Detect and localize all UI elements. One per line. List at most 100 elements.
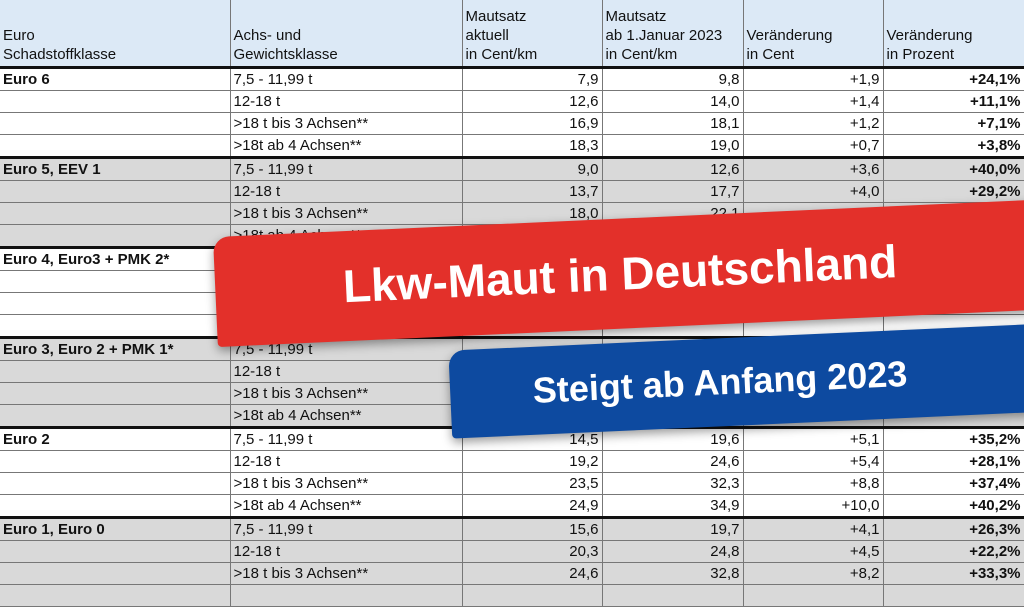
current-rate-cell: 16,9 <box>462 112 603 135</box>
weight-class-cell: 12-18 t <box>230 180 463 203</box>
banner-title: Lkw-Maut in Deutschland <box>341 235 899 313</box>
new-rate-cell: 9,8 <box>602 67 744 91</box>
column-header: Euro Schadstoffklasse <box>0 0 231 69</box>
emission-class-cell <box>0 540 231 563</box>
current-rate-cell: 19,2 <box>462 450 603 473</box>
emission-class-cell <box>0 112 231 135</box>
weight-class-cell: >18 t bis 3 Achsen** <box>230 562 463 585</box>
current-rate-cell: 24,9 <box>462 494 603 518</box>
weight-class-cell: 7,5 - 11,99 t <box>230 426 463 451</box>
column-header-line: in Cent/km <box>605 46 678 63</box>
emission-class-cell <box>0 360 231 383</box>
table-row <box>0 584 1024 607</box>
emission-class-cell: Euro 2 <box>0 426 231 451</box>
table-row: Euro 2 7,5 - 11,99 t 14,5 19,6 +5,1 +35,2% <box>0 426 1024 451</box>
change-cent-cell: +8,2 <box>743 562 884 585</box>
column-header-line: Veränderung <box>746 27 833 44</box>
column-header-line: in Cent <box>746 46 795 63</box>
emission-class-cell: Euro 1, Euro 0 <box>0 516 231 541</box>
emission-class-cell: Euro 6 <box>0 67 231 91</box>
column-header-line: in Cent/km <box>465 46 538 63</box>
new-rate-cell: 19,7 <box>602 516 744 541</box>
new-rate-cell: 17,7 <box>602 180 744 203</box>
current-rate-cell: 12,6 <box>462 90 603 113</box>
table-row: >18 t bis 3 Achsen** 23,5 32,3 +8,8 +37,4% <box>0 472 1024 495</box>
emission-class-cell <box>0 270 231 293</box>
change-cent-cell: +4,1 <box>743 516 884 541</box>
column-header-line: Mautsatz <box>465 8 527 25</box>
table-row: >18t ab 4 Achsen** 18,3 19,0 +0,7 +3,8% <box>0 134 1024 158</box>
new-rate-cell: 14,0 <box>602 90 744 113</box>
change-percent-cell: +22,2% <box>883 540 1024 563</box>
banner-subtitle: Steigt ab Anfang 2023 <box>531 352 909 411</box>
change-cent-cell: +3,6 <box>743 156 884 181</box>
change-percent-cell: +40,0% <box>883 156 1024 181</box>
change-cent-cell: +0,7 <box>743 134 884 158</box>
change-percent-cell: +7,1% <box>883 112 1024 135</box>
weight-class-cell: >18 t bis 3 Achsen** <box>230 202 463 225</box>
current-rate-cell: 7,9 <box>462 67 603 91</box>
emission-class-cell: Euro 4, Euro3 + PMK 2* <box>0 246 231 271</box>
emission-class-cell <box>0 494 231 518</box>
weight-class-cell: 12-18 t <box>230 90 463 113</box>
column-header: Mautsatz aktuell in Cent/km <box>462 0 603 69</box>
table-row: Euro 6 7,5 - 11,99 t 7,9 9,8 +1,9 +24,1% <box>0 67 1024 91</box>
change-cent-cell: +1,4 <box>743 90 884 113</box>
emission-class-cell <box>0 584 231 607</box>
new-rate-cell: 24,8 <box>602 540 744 563</box>
current-rate-cell: 20,3 <box>462 540 603 563</box>
change-percent-cell: +40,2% <box>883 494 1024 518</box>
weight-class-cell: 7,5 - 11,99 t <box>230 156 463 181</box>
table-row: Euro 1, Euro 0 7,5 - 11,99 t 15,6 19,7 +4,1 +… <box>0 516 1024 541</box>
change-cent-cell: +4,5 <box>743 540 884 563</box>
emission-class-cell <box>0 382 231 405</box>
column-header: Mautsatz ab 1.Januar 2023 in Cent/km <box>602 0 744 69</box>
change-percent-cell: +33,3% <box>883 562 1024 585</box>
current-rate-cell: 24,6 <box>462 562 603 585</box>
change-cent-cell: +5,4 <box>743 450 884 473</box>
table-row: 12-18 t 12,6 14,0 +1,4 +11,1% <box>0 90 1024 113</box>
emission-class-cell <box>0 90 231 113</box>
change-cent-cell <box>743 584 884 607</box>
weight-class-cell: >18 t bis 3 Achsen** <box>230 382 463 405</box>
change-percent-cell: +29,2% <box>883 180 1024 203</box>
change-percent-cell: +28,1% <box>883 450 1024 473</box>
emission-class-cell <box>0 292 231 315</box>
column-header-line: Veränderung <box>886 27 973 44</box>
change-percent-cell: +37,4% <box>883 472 1024 495</box>
table-row: >18 t bis 3 Achsen** 16,9 18,1 +1,2 +7,1% <box>0 112 1024 135</box>
weight-class-cell: 12-18 t <box>230 450 463 473</box>
weight-class-cell: 12-18 t <box>230 360 463 383</box>
change-percent-cell: +35,2% <box>883 426 1024 451</box>
weight-class-cell: 7,5 - 11,99 t <box>230 67 463 91</box>
table-header-row: Euro Schadstoffklasse Achs- und Gewichtskla… <box>0 0 1024 69</box>
column-header-line: Schadstoffklasse <box>3 46 117 63</box>
emission-class-cell <box>0 180 231 203</box>
emission-class-cell <box>0 562 231 585</box>
emission-class-cell <box>0 134 231 158</box>
new-rate-cell: 12,6 <box>602 156 744 181</box>
change-cent-cell: +8,8 <box>743 472 884 495</box>
emission-class-cell <box>0 202 231 225</box>
column-header-line: Mautsatz <box>605 8 667 25</box>
change-percent-cell: +11,1% <box>883 90 1024 113</box>
change-cent-cell: +1,2 <box>743 112 884 135</box>
column-header-line: in Prozent <box>886 46 955 63</box>
current-rate-cell <box>462 584 603 607</box>
new-rate-cell: 24,6 <box>602 450 744 473</box>
weight-class-cell: >18t ab 4 Achsen** <box>230 494 463 518</box>
table-row: 12-18 t 19,2 24,6 +5,4 +28,1% <box>0 450 1024 473</box>
emission-class-cell <box>0 404 231 428</box>
new-rate-cell: 19,0 <box>602 134 744 158</box>
change-cent-cell: +4,0 <box>743 180 884 203</box>
new-rate-cell: 32,8 <box>602 562 744 585</box>
weight-class-cell: 7,5 - 11,99 t <box>230 516 463 541</box>
emission-class-cell: Euro 3, Euro 2 + PMK 1* <box>0 336 231 361</box>
current-rate-cell: 9,0 <box>462 156 603 181</box>
new-rate-cell: 32,3 <box>602 472 744 495</box>
column-header-line: Achs- und <box>233 27 302 44</box>
weight-class-cell: >18t ab 4 Achsen** <box>230 404 463 428</box>
current-rate-cell: 15,6 <box>462 516 603 541</box>
table-row: Euro 5, EEV 1 7,5 - 11,99 t 9,0 12,6 +3,6 +40… <box>0 156 1024 181</box>
new-rate-cell: 19,6 <box>602 426 744 451</box>
